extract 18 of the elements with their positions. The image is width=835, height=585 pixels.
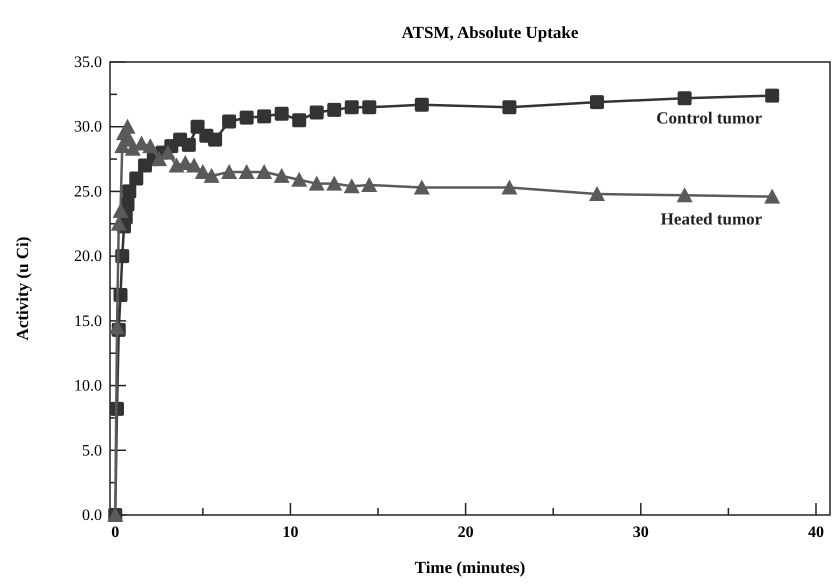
chart-title: ATSM, Absolute Uptake: [402, 23, 579, 42]
series-label: Heated tumor: [660, 210, 763, 229]
y-tick-label: 35.0: [74, 54, 102, 71]
x-tick-label: 0: [111, 524, 120, 541]
y-tick-label: 5.0: [82, 442, 102, 460]
x-tick-label: 40: [808, 524, 824, 541]
y-tick-label: 20.0: [74, 248, 102, 266]
x-axis-title: Time (minutes): [414, 558, 526, 577]
y-tick-label: 10.0: [74, 378, 102, 395]
y-axis-title: Activity (u Ci): [13, 236, 32, 340]
y-tick-label: 25.0: [74, 183, 102, 200]
y-tick-label: 15.0: [74, 312, 102, 330]
x-tick-label: 10: [282, 524, 298, 541]
x-tick-label: 30: [632, 524, 649, 541]
y-tick-label: 30.0: [74, 118, 102, 136]
y-tick-label: 0.0: [82, 507, 102, 524]
series-label: Control tumor: [656, 108, 763, 128]
x-tick-label: 20: [458, 524, 474, 541]
